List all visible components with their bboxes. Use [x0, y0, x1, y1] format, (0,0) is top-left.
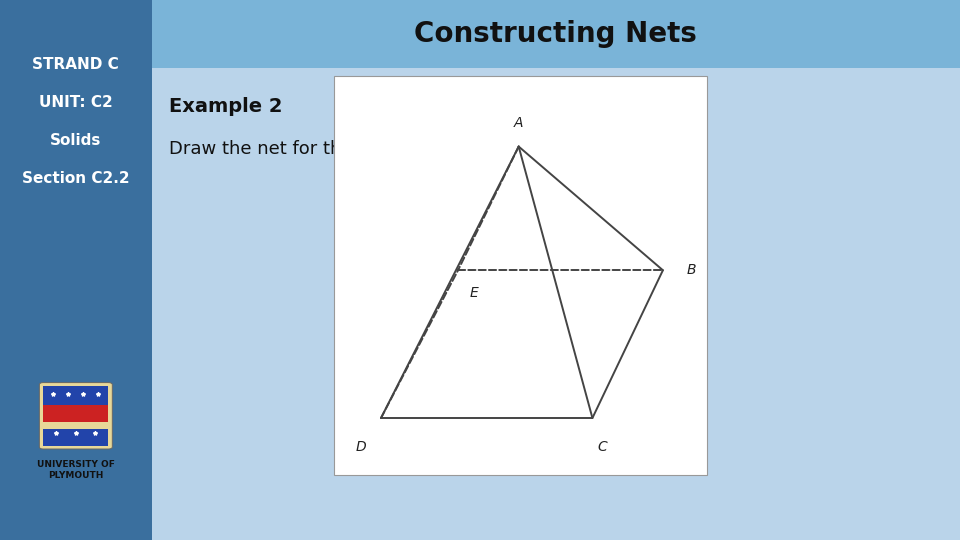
Text: C: C — [597, 440, 607, 454]
FancyBboxPatch shape — [0, 0, 152, 540]
Text: Draw the net for this square-based pyramid.: Draw the net for this square-based pyram… — [169, 140, 570, 158]
Text: Example 2: Example 2 — [169, 97, 282, 116]
Text: Section C2.2: Section C2.2 — [22, 171, 130, 186]
FancyBboxPatch shape — [334, 76, 707, 475]
Text: E: E — [469, 286, 478, 300]
Text: UNIVERSITY OF
PLYMOUTH: UNIVERSITY OF PLYMOUTH — [36, 460, 115, 480]
Text: A: A — [514, 116, 523, 130]
FancyBboxPatch shape — [39, 382, 112, 449]
FancyBboxPatch shape — [152, 0, 960, 68]
Text: UNIT: C2: UNIT: C2 — [39, 95, 112, 110]
Bar — [43, 404, 108, 422]
Bar — [43, 386, 108, 404]
Text: Solids: Solids — [50, 133, 102, 148]
Text: Constructing Nets: Constructing Nets — [415, 20, 697, 48]
Text: STRAND C: STRAND C — [33, 57, 119, 72]
Text: D: D — [356, 440, 367, 454]
Bar — [43, 429, 108, 445]
Text: B: B — [687, 263, 696, 277]
